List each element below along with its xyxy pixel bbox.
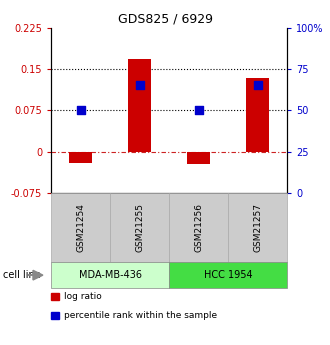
Bar — [69, 152, 92, 163]
Text: GSM21255: GSM21255 — [135, 203, 144, 252]
Bar — [246, 78, 269, 152]
Text: GSM21254: GSM21254 — [76, 203, 85, 252]
Point — [78, 108, 83, 113]
Text: GSM21256: GSM21256 — [194, 203, 203, 252]
Point — [196, 108, 201, 113]
Text: cell line: cell line — [3, 270, 41, 280]
Bar — [187, 152, 211, 164]
Text: HCC 1954: HCC 1954 — [204, 270, 252, 280]
Text: log ratio: log ratio — [64, 292, 102, 301]
Text: percentile rank within the sample: percentile rank within the sample — [64, 311, 217, 320]
Point — [255, 82, 260, 88]
Text: GSM21257: GSM21257 — [253, 203, 262, 252]
Bar — [128, 59, 151, 152]
Text: GDS825 / 6929: GDS825 / 6929 — [117, 12, 213, 25]
Point — [137, 82, 142, 88]
Text: MDA-MB-436: MDA-MB-436 — [79, 270, 142, 280]
